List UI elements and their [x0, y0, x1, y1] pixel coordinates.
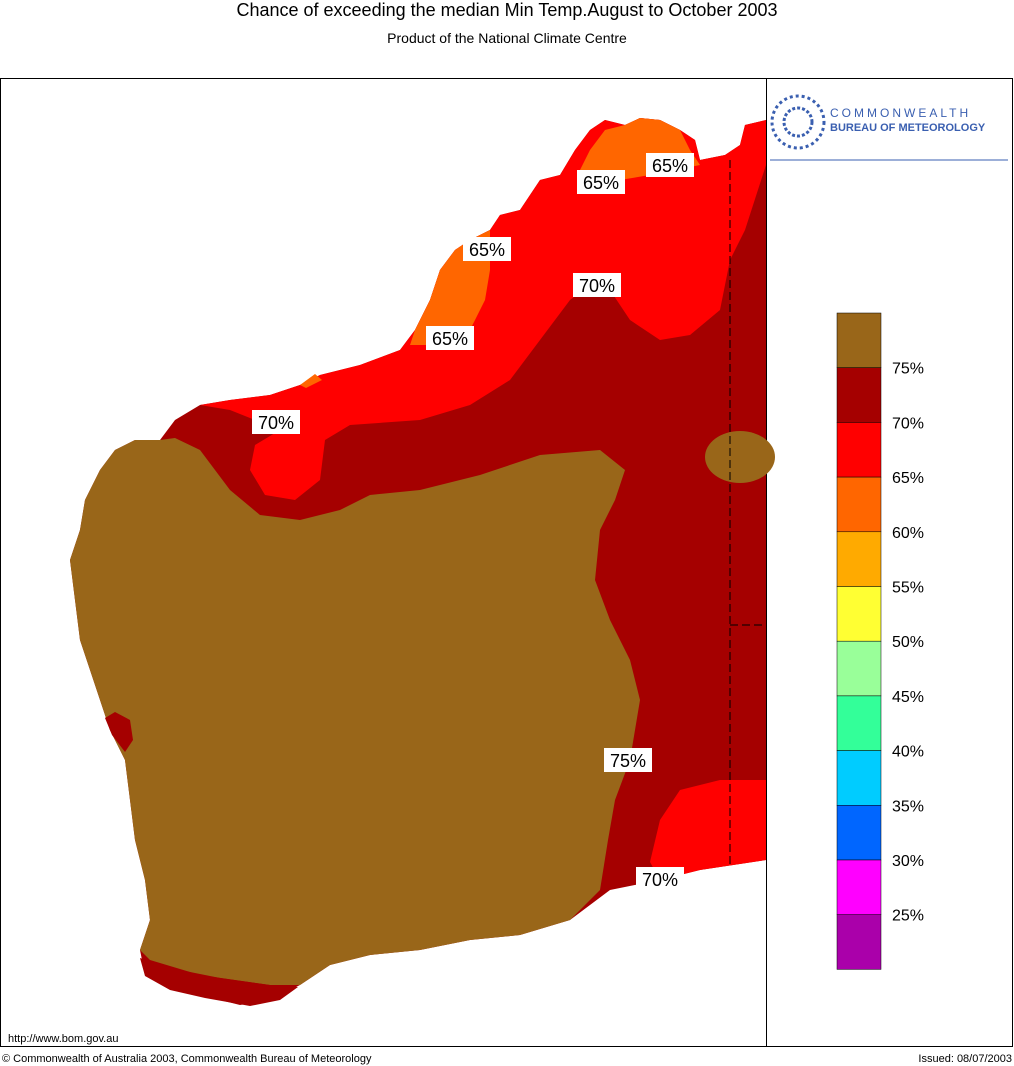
- legend-label: 55%: [892, 580, 924, 597]
- legend-label: 35%: [892, 798, 924, 815]
- logo-line2: BUREAU OF METEOROLOGY: [830, 122, 986, 134]
- contour-label-box: [604, 748, 652, 772]
- legend-swatch: [836, 476, 882, 533]
- legend-swatch: [836, 531, 882, 587]
- title: Chance of exceeding the median Min Temp.…: [236, 0, 777, 20]
- contour-label-box: [426, 326, 474, 350]
- legend-label: 60%: [892, 525, 924, 542]
- legend-label: 65%: [892, 470, 924, 487]
- logo: COMMONWEALTH BUREAU OF METEOROLOGY: [770, 94, 1008, 161]
- legend-label: 75%: [892, 361, 924, 378]
- contour-label: 65%: [652, 156, 688, 176]
- legend-label: 45%: [892, 689, 924, 706]
- frame: [0, 78, 1013, 1047]
- contour-label: 65%: [432, 329, 468, 349]
- legend-swatch: [836, 640, 882, 697]
- copyright: © Commonwealth of Australia 2003, Common…: [2, 1053, 372, 1065]
- legend-swatch: [836, 312, 882, 368]
- contour-label-box: [573, 273, 621, 297]
- zone-75: [705, 431, 775, 483]
- contour-label-box: [646, 153, 694, 177]
- map: [70, 118, 775, 1006]
- legend-label: 25%: [892, 908, 924, 925]
- zone-65: [200, 118, 766, 500]
- contour-label: 70%: [258, 413, 294, 433]
- contour-label: 65%: [583, 173, 619, 193]
- contour-label: 75%: [610, 751, 646, 771]
- contour-label-box: [252, 410, 300, 434]
- zone-75: [70, 438, 640, 985]
- logo-emblem: [782, 106, 814, 138]
- legend-swatch: [836, 586, 882, 642]
- legend-swatch: [836, 805, 882, 861]
- legend-swatch: [836, 750, 882, 806]
- zone-70: [105, 712, 133, 752]
- contour-label-box: [636, 867, 684, 891]
- legend-swatch: [836, 422, 882, 478]
- url: http://www.bom.gov.au: [8, 1033, 118, 1045]
- legend-label: 40%: [892, 744, 924, 761]
- legend-swatch: [836, 914, 882, 970]
- legend-swatch: [836, 367, 882, 423]
- legend-label: 50%: [892, 634, 924, 651]
- legend-swatch: [836, 859, 882, 915]
- legend-label: 70%: [892, 415, 924, 432]
- contour-label-box: [577, 170, 625, 194]
- issued: Issued: 08/07/2003: [918, 1053, 1012, 1065]
- contour-label: 65%: [469, 240, 505, 260]
- contour-label: 70%: [642, 870, 678, 890]
- contour-label: 70%: [579, 276, 615, 296]
- zone-70: [140, 958, 298, 1006]
- zone-60: [300, 374, 322, 388]
- legend-label: 30%: [892, 853, 924, 870]
- zone-65: [650, 780, 766, 880]
- legend-swatch: [836, 695, 882, 751]
- contour-label-box: [463, 237, 511, 261]
- subtitle: Product of the National Climate Centre: [387, 30, 627, 46]
- logo-emblem: [770, 94, 826, 150]
- logo-line1: COMMONWEALTH: [830, 106, 971, 120]
